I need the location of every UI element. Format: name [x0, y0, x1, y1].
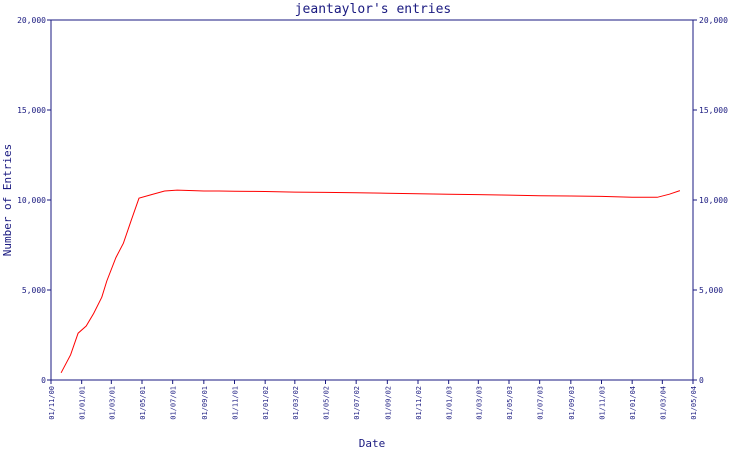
y-tick-label-right: 10,000: [699, 196, 728, 205]
y-axis-title: Number of Entries: [1, 144, 14, 257]
x-tick-label: 01/01/01: [79, 386, 87, 420]
x-tick-label: 01/01/03: [446, 386, 454, 420]
x-tick-label: 01/09/01: [201, 386, 209, 420]
x-tick-label: 01/07/01: [170, 386, 178, 420]
y-tick-label-left: 15,000: [17, 106, 46, 115]
y-tick-label-right: 0: [699, 376, 704, 385]
y-tick-label-left: 5,000: [22, 286, 46, 295]
x-tick-label: 01/03/03: [475, 386, 483, 420]
x-tick-label: 01/07/02: [353, 386, 361, 420]
y-tick-label-right: 15,000: [699, 106, 728, 115]
series-line: [60, 189, 681, 374]
x-tick-label: 01/09/02: [384, 386, 392, 420]
y-tick-label-left: 10,000: [17, 196, 46, 205]
y-tick-label-left: 20,000: [17, 16, 46, 25]
plot-frame: [50, 19, 694, 381]
x-axis-title: Date: [359, 437, 386, 450]
x-tick-label: 01/01/04: [629, 386, 637, 420]
x-tick-label: 01/07/03: [537, 386, 545, 420]
x-tick-label: 01/11/01: [232, 386, 240, 420]
x-tick-label: 01/03/04: [659, 386, 667, 420]
y-axis-right: 0 5,000 10,000 15,000 20,000: [693, 16, 728, 385]
chart-title: jeantaylor's entries: [295, 2, 452, 17]
y-tick-label-right: 5,000: [699, 286, 723, 295]
x-tick-label: 01/05/03: [506, 386, 514, 420]
x-axis: 01/11/00 01/01/01 01/03/01 01/05/01 01/07/01…: [48, 380, 698, 420]
x-tick-label: 01/05/01: [139, 386, 147, 420]
x-tick-label: 01/11/03: [599, 386, 607, 420]
x-tick-label: 01/11/00: [48, 386, 56, 420]
x-tick-label: 01/03/01: [108, 386, 116, 420]
x-tick-label: 01/01/02: [262, 386, 270, 420]
x-tick-label: 01/11/02: [415, 386, 423, 420]
y-tick-label-right: 20,000: [699, 16, 728, 25]
x-tick-label: 01/03/02: [292, 386, 300, 420]
x-tick-label: 01/05/02: [322, 386, 330, 420]
x-tick-label: 01/05/04: [690, 386, 698, 420]
y-axis-left: 0 5,000 10,000 15,000 20,000: [17, 16, 51, 385]
x-tick-label: 01/09/03: [568, 386, 576, 420]
y-tick-label-left: 0: [41, 376, 46, 385]
